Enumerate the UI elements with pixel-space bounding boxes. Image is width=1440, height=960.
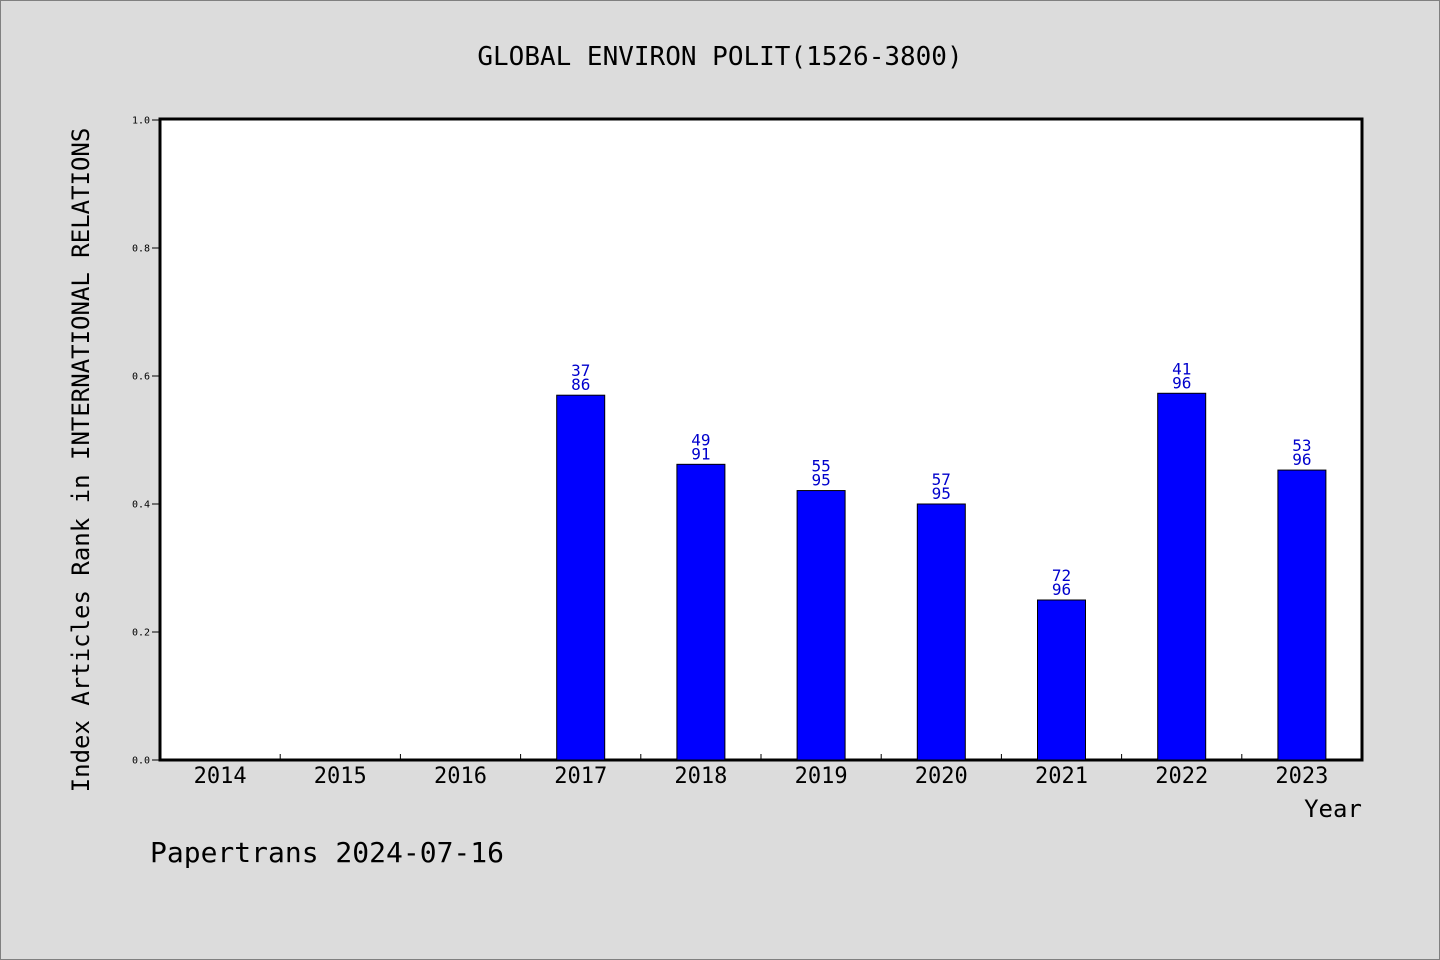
- bar-2017: [556, 394, 606, 761]
- bar-label-rank: 55: [811, 457, 830, 476]
- footer-text: Papertrans 2024-07-16: [150, 836, 504, 869]
- y-tick-label: 0.4: [132, 500, 150, 511]
- x-tick-label: 2021: [1035, 764, 1088, 789]
- bar-label-rank: 37: [571, 361, 590, 380]
- bar-label-rank: 57: [932, 470, 951, 489]
- y-axis-label: Index Articles Rank in INTERNATIONAL REL…: [67, 128, 95, 793]
- x-tick-label: 2017: [554, 764, 607, 789]
- bar-label-total: 96: [1052, 580, 1071, 599]
- x-axis-ticks: 2014 2015 2016 2017 2018 2019 2020 2021 2022 2023: [194, 754, 1328, 789]
- x-tick-label: 2016: [434, 764, 487, 789]
- bar-2018: [676, 463, 726, 761]
- x-tick-label: 2019: [795, 764, 848, 789]
- bar-2020: [916, 503, 966, 761]
- x-axis-label: Year: [1304, 795, 1362, 823]
- chart-title: GLOBAL ENVIRON POLIT(1526-3800): [477, 42, 962, 72]
- x-tick-label: 2022: [1155, 764, 1208, 789]
- bar-label-rank: 72: [1052, 566, 1071, 585]
- x-tick-label: 2020: [915, 764, 968, 789]
- y-tick-label: 0.2: [132, 628, 150, 639]
- x-tick-label: 2014: [194, 764, 247, 789]
- bar-label-total: 96: [1292, 450, 1311, 469]
- bar-label-rank: 41: [1172, 359, 1191, 378]
- y-tick-label: 0.6: [132, 372, 150, 383]
- bar-label-rank: 49: [691, 430, 710, 449]
- bar-label-total: 86: [571, 375, 590, 394]
- x-tick-label: 2015: [314, 764, 367, 789]
- y-tick-label: 1.0: [132, 116, 150, 127]
- bar-label-total: 91: [691, 444, 710, 463]
- y-axis-ticks: 0.0 0.2 0.4 0.6 0.8 1.0: [132, 116, 160, 767]
- bar-label-rank: 53: [1292, 436, 1311, 455]
- bar-label-total: 95: [932, 484, 951, 503]
- bar-2022: [1157, 392, 1207, 761]
- bar-label-total: 96: [1172, 373, 1191, 392]
- bar-2019: [796, 490, 846, 761]
- x-tick-label: 2018: [674, 764, 727, 789]
- bar-series: [556, 392, 1327, 761]
- y-tick-label: 0.8: [132, 244, 150, 255]
- bar-2021: [1037, 599, 1086, 761]
- bar-2023: [1277, 469, 1327, 761]
- bar-label-total: 95: [811, 471, 830, 490]
- x-tick-label: 2023: [1275, 764, 1328, 789]
- y-tick-label: 0.0: [132, 756, 150, 767]
